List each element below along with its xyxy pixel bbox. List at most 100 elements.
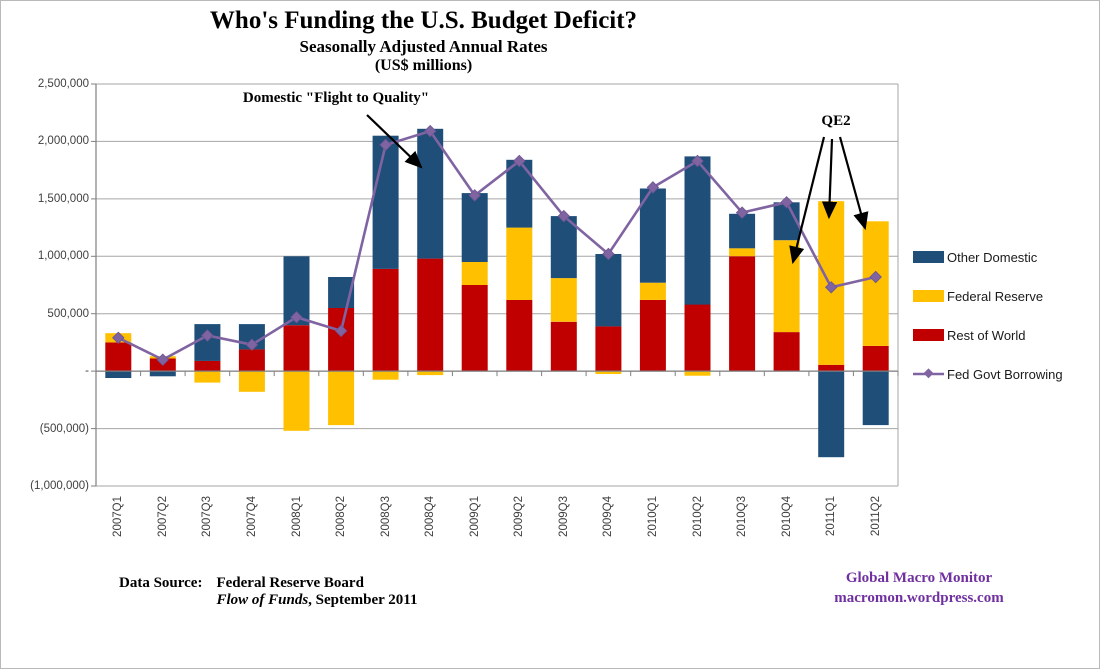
line-marker-diamond <box>557 209 571 223</box>
y-tick-label: 500,000 <box>47 307 89 320</box>
data-source-line2-publication: Flow of Funds <box>216 592 309 608</box>
line-marker-diamond <box>201 329 214 342</box>
x-tick-label: 2008Q2 <box>335 496 348 537</box>
bar-segment <box>417 128 444 259</box>
bar-segment <box>238 371 265 392</box>
legend-swatch <box>913 251 944 263</box>
x-tick-label: 2009Q2 <box>513 496 526 537</box>
bar-segment <box>461 285 488 372</box>
bar-segment <box>328 371 355 426</box>
bar-segment <box>283 371 310 431</box>
legend-label: Fed Govt Borrowing <box>947 366 1063 382</box>
bar-segment <box>684 304 711 372</box>
x-tick-label: 2009Q3 <box>557 496 570 537</box>
bar-segment <box>372 135 399 269</box>
legend-item-federal-reserve: Federal Reserve <box>913 288 1043 304</box>
x-tick-label: 2010Q3 <box>736 496 749 537</box>
bar-segment <box>639 282 666 300</box>
brand-name: Global Macro Monitor <box>845 570 993 586</box>
bar-segment <box>149 371 176 377</box>
legend-item-rest-of-world: Rest of World <box>913 327 1026 343</box>
y-tick-label: 1,500,000 <box>37 192 89 205</box>
chart-units-label: (US$ millions) <box>374 57 473 74</box>
data-source-label: Data Source: <box>119 575 203 591</box>
bar-segment <box>372 371 399 380</box>
x-tick-label: 2008Q3 <box>379 496 392 537</box>
x-tick-label: 2010Q4 <box>780 496 793 537</box>
line-marker-diamond <box>735 206 749 219</box>
data-source-line2-date: , September 2011 <box>308 592 418 608</box>
x-tick-label: 2008Q1 <box>290 496 303 537</box>
y-tick-label: (1,000,000) <box>30 480 89 492</box>
chart-title: Who's Funding the U.S. Budget Deficit? <box>209 7 638 34</box>
legend-label: Other Domestic <box>947 249 1038 265</box>
bar-segment <box>105 371 132 378</box>
bar-segment <box>773 332 800 372</box>
legend-item-other-domestic: Other Domestic <box>913 249 1037 265</box>
bar-segment <box>328 308 355 372</box>
qe2-annotation: QE2 <box>821 113 851 129</box>
bar-segment <box>862 371 889 426</box>
bar-segment <box>595 254 622 327</box>
bar-segment <box>684 371 711 376</box>
x-tick-label: 2011Q2 <box>869 496 882 537</box>
fed-govt-borrowing-line <box>117 129 876 362</box>
legend-item-fed-govt-borrowing: Fed Govt Borrowing <box>913 366 1063 382</box>
bar-segment <box>194 360 221 372</box>
x-tick-label: 2010Q1 <box>646 496 659 537</box>
x-tick-label: 2009Q1 <box>468 496 481 537</box>
bar-segment <box>862 221 889 346</box>
bar-segment <box>105 342 132 372</box>
line-marker-diamond <box>691 154 704 168</box>
line-marker-diamond <box>468 189 481 202</box>
bar-segment <box>595 371 622 374</box>
x-tick-label: 2007Q4 <box>245 496 258 537</box>
line-marker-diamond <box>869 270 882 284</box>
line-marker-diamond <box>423 124 437 138</box>
legend-label: Rest of World <box>947 327 1026 343</box>
bar-segment <box>550 278 577 322</box>
brand-note: Global Macro Monitor macromon.wordpress.… <box>823 568 1015 608</box>
bar-segment <box>729 248 756 257</box>
bar-segment <box>639 299 666 372</box>
x-tick-label: 2008Q4 <box>424 496 437 537</box>
bar-segment <box>684 156 711 305</box>
line-marker-diamond <box>334 324 348 338</box>
data-source-line1: Federal Reserve Board <box>216 575 364 591</box>
legend-swatch <box>913 290 944 302</box>
bar-segment <box>506 299 533 372</box>
bar-segment <box>194 371 221 383</box>
y-tick-label: - <box>85 365 89 378</box>
bar-segment <box>283 325 310 372</box>
bar-segment <box>862 345 889 372</box>
bar-segment <box>506 227 533 300</box>
bar-segment <box>818 364 845 372</box>
legend-label: Federal Reserve <box>947 288 1044 304</box>
annotation-arrow <box>789 136 826 265</box>
bar-segment <box>729 256 756 372</box>
line-marker-diamond <box>513 154 526 168</box>
bar-segment <box>595 326 622 372</box>
bar-segment <box>506 159 533 228</box>
annotation-arrow <box>821 138 838 220</box>
y-tick-label: 1,000,000 <box>37 250 89 263</box>
x-tick-label: 2011Q1 <box>825 496 838 537</box>
data-source-note: Data Source: Federal Reserve Board Flow o… <box>119 575 417 609</box>
chart-subtitle: Seasonally Adjusted Annual Rates <box>299 37 548 56</box>
bar-segment <box>417 258 444 372</box>
bar-segment <box>550 321 577 372</box>
line-marker-diamond <box>290 310 303 324</box>
x-tick-label: 2007Q1 <box>112 496 125 537</box>
y-tick-label: 2,000,000 <box>37 135 89 148</box>
bar-segment <box>238 349 265 372</box>
bar-segment <box>550 216 577 279</box>
annotation-arrow <box>838 136 869 231</box>
bar-segment <box>417 371 444 376</box>
legend-line-marker <box>913 367 944 381</box>
brand-url[interactable]: macromon.wordpress.com <box>834 590 1004 606</box>
bar-segment <box>372 268 399 372</box>
bar-segment <box>729 213 756 249</box>
bar-segment <box>461 193 488 262</box>
